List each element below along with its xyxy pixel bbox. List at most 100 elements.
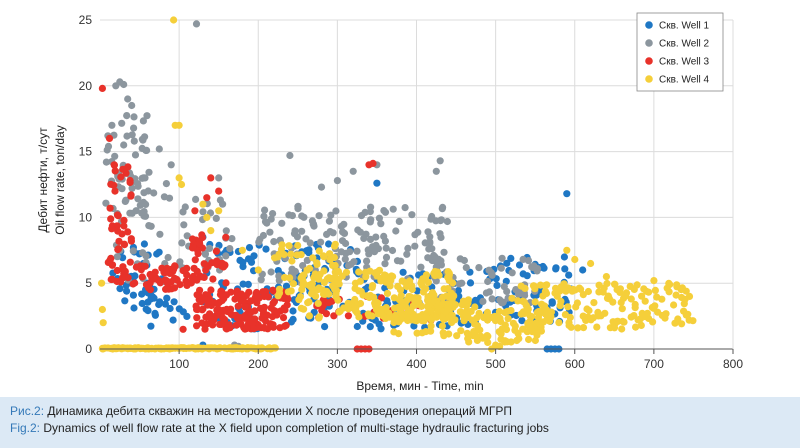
caption-ru: Рис.2: Динамика дебита скважин на местор… bbox=[10, 403, 790, 420]
data-point bbox=[118, 119, 126, 127]
data-point bbox=[113, 211, 122, 219]
data-point bbox=[432, 313, 440, 321]
data-point bbox=[463, 329, 471, 337]
data-point bbox=[389, 272, 397, 281]
data-point bbox=[179, 325, 187, 333]
data-point bbox=[341, 255, 349, 263]
data-point bbox=[603, 279, 611, 288]
legend: Скв. Well 1 Скв. Well 2 Скв. Well 3 Скв. We… bbox=[636, 12, 724, 92]
data-point bbox=[344, 312, 352, 320]
data-point bbox=[498, 254, 506, 262]
data-point bbox=[571, 255, 579, 264]
data-point bbox=[436, 157, 444, 165]
data-point bbox=[641, 297, 649, 305]
data-point bbox=[188, 244, 197, 252]
data-point bbox=[112, 344, 120, 352]
data-point bbox=[259, 310, 267, 318]
data-point bbox=[257, 304, 265, 312]
data-point bbox=[143, 146, 151, 154]
data-point bbox=[534, 313, 543, 321]
data-point bbox=[493, 281, 501, 289]
data-point bbox=[307, 282, 315, 290]
data-point bbox=[305, 264, 314, 272]
data-point bbox=[257, 276, 265, 284]
data-point bbox=[289, 307, 297, 315]
data-point bbox=[354, 226, 362, 234]
data-point bbox=[418, 329, 426, 337]
data-point bbox=[627, 295, 635, 303]
data-point bbox=[531, 298, 539, 306]
data-point bbox=[108, 121, 116, 129]
data-point bbox=[124, 228, 132, 236]
data-point bbox=[175, 305, 183, 313]
data-point bbox=[250, 325, 258, 333]
data-point bbox=[239, 258, 247, 266]
data-point bbox=[203, 213, 211, 221]
data-point bbox=[212, 247, 220, 255]
data-point bbox=[114, 246, 122, 254]
data-point bbox=[314, 286, 322, 294]
data-point bbox=[139, 344, 147, 352]
data-point bbox=[377, 325, 385, 333]
data-point bbox=[484, 338, 492, 346]
data-point bbox=[465, 338, 473, 346]
data-point bbox=[131, 279, 139, 287]
data-point bbox=[448, 312, 456, 320]
data-point bbox=[630, 312, 638, 320]
data-point bbox=[337, 248, 345, 256]
data-point bbox=[665, 288, 673, 296]
data-point bbox=[382, 244, 390, 252]
data-point bbox=[171, 274, 179, 282]
data-point bbox=[622, 292, 630, 300]
data-point bbox=[295, 296, 303, 304]
data-point bbox=[547, 313, 555, 321]
data-point bbox=[183, 232, 191, 240]
data-point bbox=[222, 291, 231, 299]
data-point bbox=[408, 211, 416, 219]
data-point bbox=[397, 305, 405, 313]
x-tick-label: 400 bbox=[406, 357, 426, 371]
data-point bbox=[457, 327, 465, 335]
data-point bbox=[594, 312, 603, 320]
axes bbox=[100, 20, 734, 354]
data-point bbox=[638, 309, 646, 317]
data-point bbox=[377, 220, 385, 228]
data-point bbox=[300, 271, 308, 279]
data-point bbox=[200, 260, 208, 268]
data-point bbox=[205, 244, 214, 252]
data-point bbox=[282, 321, 290, 329]
data-point bbox=[277, 245, 286, 253]
data-point bbox=[508, 269, 516, 277]
data-point bbox=[426, 238, 434, 246]
data-point bbox=[102, 199, 110, 207]
data-point bbox=[374, 310, 382, 318]
data-point bbox=[574, 324, 582, 332]
data-point bbox=[536, 281, 545, 289]
legend-label-well-1: Скв. Well 1 bbox=[659, 21, 710, 32]
data-points bbox=[98, 16, 697, 353]
data-point bbox=[582, 316, 590, 324]
data-point bbox=[483, 308, 492, 316]
data-point bbox=[344, 299, 352, 307]
data-point bbox=[402, 297, 410, 305]
data-point bbox=[191, 256, 199, 264]
series-well-3 bbox=[98, 84, 435, 353]
data-point bbox=[464, 296, 472, 304]
data-point bbox=[338, 272, 346, 280]
data-point bbox=[320, 278, 328, 286]
data-point bbox=[261, 324, 269, 332]
data-point bbox=[631, 304, 639, 312]
data-point bbox=[289, 315, 297, 323]
data-point bbox=[401, 204, 409, 212]
data-point bbox=[130, 137, 138, 145]
data-point bbox=[262, 317, 270, 325]
data-point bbox=[422, 313, 430, 321]
data-point bbox=[250, 252, 258, 260]
data-point bbox=[454, 286, 462, 295]
series-well-4 bbox=[98, 16, 697, 353]
data-point bbox=[361, 208, 369, 216]
data-point bbox=[563, 190, 571, 198]
data-point bbox=[395, 330, 403, 338]
data-point bbox=[191, 207, 199, 215]
data-point bbox=[305, 312, 313, 320]
